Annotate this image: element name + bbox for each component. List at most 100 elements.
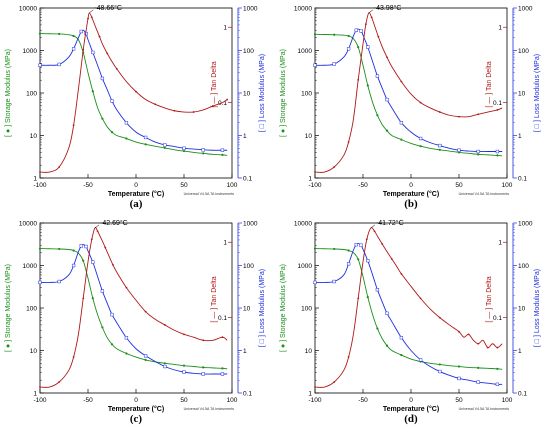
left-axis-title: [ ● ] Storage Modulus (MPa) <box>5 49 12 137</box>
tan-point <box>106 52 109 55</box>
left-tick-label: 100 <box>26 91 37 98</box>
left-tick-label: 10000 <box>19 6 37 13</box>
right-tick-label: 10 <box>243 91 251 98</box>
series-line-storage <box>315 33 503 157</box>
loss-point <box>438 143 442 148</box>
loss-point <box>71 263 76 268</box>
left-tick-label: 100 <box>301 91 312 98</box>
tan-point <box>96 230 99 233</box>
right-axis-title: [ □ ] Loss Modulus (MPa) <box>534 269 541 347</box>
tan-tick-label: 0.1 <box>493 100 502 107</box>
storage-point <box>182 149 186 153</box>
left-tick-label: 10000 <box>294 6 312 13</box>
loss-point <box>366 259 370 263</box>
tan-tick-label: 0.1 <box>218 100 227 107</box>
x-axis-title: Temperature (°C) <box>383 405 439 413</box>
loss-point <box>91 260 95 264</box>
tan-point <box>192 111 195 113</box>
storage-point <box>110 131 114 134</box>
left-tick-label: 1000 <box>23 48 38 55</box>
x-tick-label: 0 <box>409 182 413 189</box>
loss-point <box>143 354 148 358</box>
storage-point <box>144 358 147 362</box>
tan-point <box>486 346 489 349</box>
left-axis-title: [ ● ] Storage Modulus (MPa) <box>280 49 287 137</box>
tan-axis-title: [ — ] Tan Delta <box>211 61 218 107</box>
right-tick-label: 1 <box>518 133 522 140</box>
storage-point <box>101 117 104 120</box>
instrument-label: Universal V4.5A TA Instruments <box>184 407 235 411</box>
left-tick-label: 10 <box>30 348 38 355</box>
storage-point <box>496 367 499 370</box>
right-tick-label: 1 <box>518 348 522 355</box>
tan-point <box>390 258 393 260</box>
storage-point <box>91 90 94 93</box>
storage-point <box>38 32 42 35</box>
storage-point <box>366 84 369 87</box>
loss-point <box>457 376 461 381</box>
storage-point <box>125 137 128 140</box>
loss-point <box>84 244 88 249</box>
right-axis-title: [ □ ] Loss Modulus (MPa) <box>259 54 266 132</box>
instrument-label: Universal V4.5A TA Instruments <box>184 192 235 196</box>
left-tick-label: 10000 <box>19 221 37 228</box>
loss-point <box>399 336 404 340</box>
tan-point <box>87 17 89 20</box>
tan-point <box>357 79 360 81</box>
left-axis-title: [ ● ] Storage Modulus (MPa) <box>5 264 12 352</box>
tan-point <box>477 342 480 345</box>
storage-point <box>333 247 336 251</box>
loss-point <box>346 262 351 266</box>
right-tick-label: 100 <box>518 263 529 270</box>
loss-point <box>201 372 205 376</box>
series-line-tan <box>40 12 228 173</box>
loss-point <box>38 63 42 67</box>
tan-point <box>381 243 384 245</box>
loss-point <box>163 364 167 369</box>
loss-point <box>182 146 186 150</box>
tan-point <box>72 124 75 127</box>
peak-label: -43.98°C <box>374 4 402 12</box>
x-tick-label: 50 <box>455 182 463 189</box>
right-tick-label: 1000 <box>243 221 258 228</box>
series-line-storage <box>315 248 503 370</box>
tan-point <box>370 16 373 19</box>
left-tick-label: 10 <box>305 133 313 140</box>
right-tick-label: 10 <box>518 91 526 98</box>
x-tick-label: -100 <box>33 397 46 404</box>
left-tick-label: 1000 <box>298 263 313 270</box>
loss-point <box>182 370 186 374</box>
tan-tick-label: 0.1 <box>218 315 227 322</box>
panel-caption: (b) <box>404 198 418 210</box>
loss-point <box>201 148 205 152</box>
loss-point <box>495 382 500 386</box>
loss-point <box>91 50 95 55</box>
loss-point <box>220 148 225 152</box>
x-tick-label: 0 <box>134 397 138 404</box>
loss-point <box>375 288 380 292</box>
tan-point <box>90 238 93 241</box>
loss-point <box>476 380 480 384</box>
storage-point <box>101 326 104 329</box>
tan-point <box>333 381 336 383</box>
left-tick-label: 10 <box>30 133 38 140</box>
storage-point <box>58 247 61 251</box>
tan-point <box>496 109 499 111</box>
storage-point <box>457 365 461 368</box>
storage-point <box>438 363 441 366</box>
x-tick-label: -50 <box>358 182 368 189</box>
chart-panel-1: 10000 1000 100 10 1 1000 100 10 1 0.1 1 0.1 -100 -50 0… <box>5 4 266 210</box>
loss-point <box>79 244 83 248</box>
left-tick-label: 10 <box>305 348 313 355</box>
tan-point <box>458 115 460 118</box>
storage-point <box>38 247 42 250</box>
x-tick-label: -50 <box>83 397 93 404</box>
loss-point <box>124 336 129 340</box>
loss-point <box>354 242 358 247</box>
panel-caption: (a) <box>130 198 143 210</box>
tan-tick-label: 1 <box>498 240 502 247</box>
storage-point <box>125 352 128 355</box>
storage-point <box>385 344 389 347</box>
storage-point <box>202 152 205 155</box>
loss-point <box>359 243 363 247</box>
